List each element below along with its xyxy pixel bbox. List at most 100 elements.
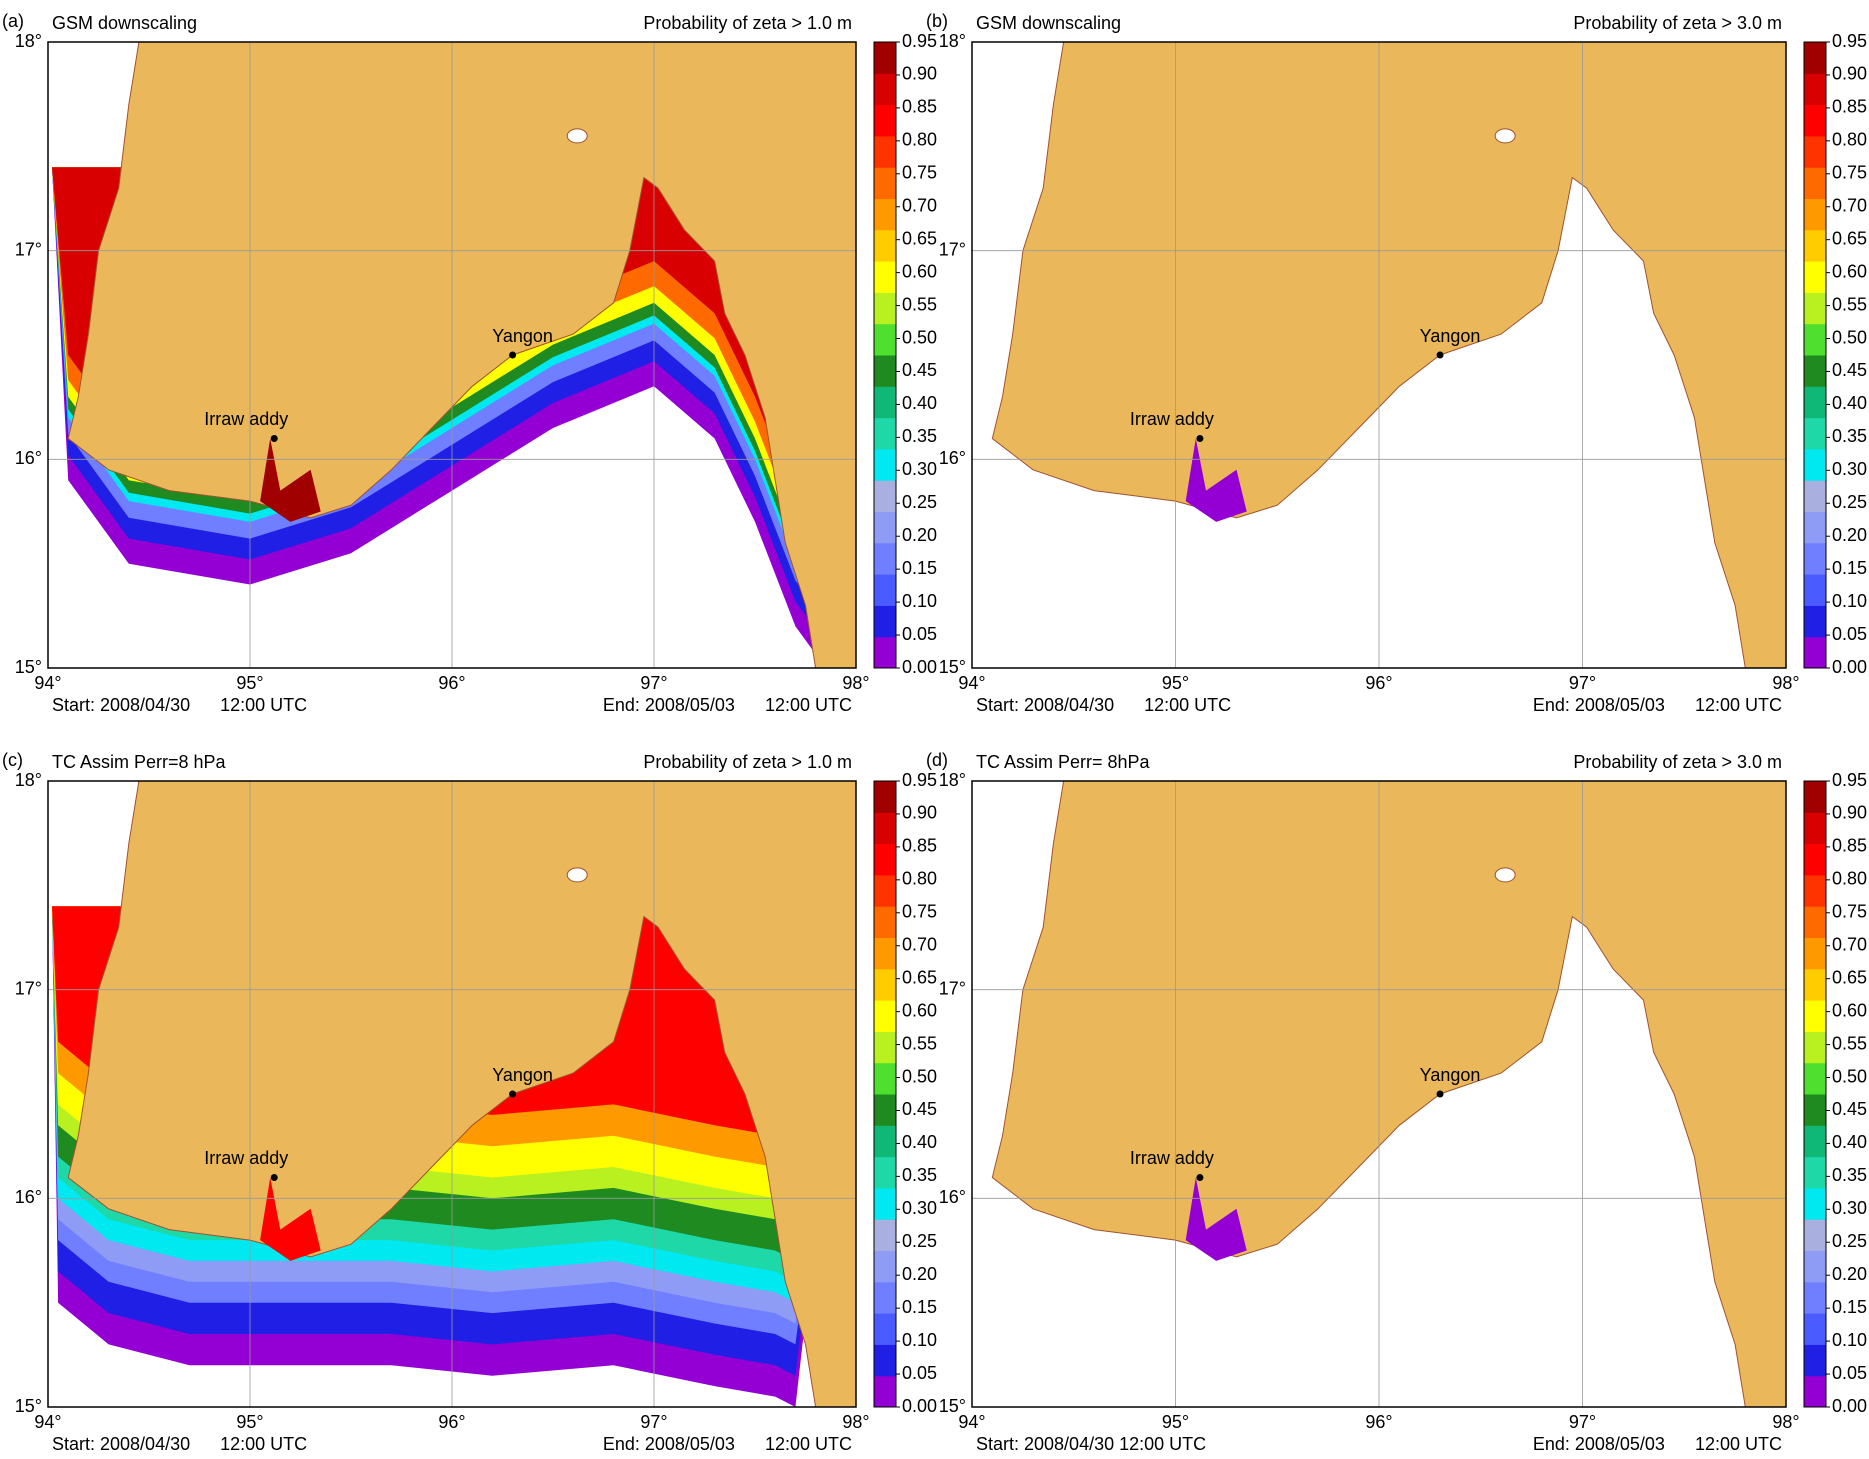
- x-tick-label: 97°: [1569, 673, 1596, 693]
- colorbar-label: 0.25: [1832, 492, 1867, 512]
- colorbar-segment: [874, 1062, 896, 1095]
- colorbar-segment: [874, 1187, 896, 1220]
- x-tick-label: 94°: [958, 1412, 985, 1432]
- land: [991, 41, 1787, 669]
- colorbar-segment: [874, 1000, 896, 1032]
- colorbar-label: 0.90: [1832, 803, 1867, 823]
- city-dot: [1436, 1090, 1444, 1098]
- colorbar-segment: [874, 104, 896, 137]
- colorbar-label: 0.75: [902, 163, 937, 183]
- colorbar-label: 0.50: [902, 1066, 937, 1086]
- colorbar-label: 0.35: [1832, 426, 1867, 446]
- colorbar-label: 0.30: [902, 1198, 937, 1218]
- colorbar-label: 0.05: [1832, 624, 1867, 644]
- colorbar-label: 0.40: [1832, 393, 1867, 413]
- colorbar-label: 0.70: [902, 195, 937, 215]
- colorbar-segment: [874, 1219, 896, 1251]
- x-tick-label: 97°: [1569, 1412, 1596, 1432]
- map-frame: [971, 780, 1787, 1408]
- colorbar-segment: [1804, 968, 1826, 1001]
- colorbar-label: 0.20: [902, 1264, 937, 1284]
- x-tick-label: 94°: [958, 673, 985, 693]
- city-dot: [509, 1090, 517, 1098]
- colorbar-label: 0.00: [1832, 657, 1867, 677]
- y-tick-label: 18°: [15, 31, 42, 51]
- colorbar-label: 0.75: [1832, 163, 1867, 183]
- lake: [566, 128, 588, 144]
- colorbar-label: 0.05: [902, 624, 937, 644]
- colorbar-segment: [874, 1031, 896, 1064]
- colorbar-label: 0.55: [902, 1033, 937, 1053]
- y-tick-label: 15°: [939, 1396, 966, 1416]
- colorbar-label: 0.10: [902, 591, 937, 611]
- colorbar-segment: [874, 511, 896, 544]
- colorbar-label: 0.95: [902, 31, 937, 51]
- colorbar-segment: [1804, 1094, 1826, 1126]
- colorbar-label: 0.45: [1832, 360, 1867, 380]
- x-tick-label: 97°: [640, 673, 667, 693]
- x-tick-label: 96°: [1365, 673, 1392, 693]
- panel-title: GSM downscaling: [52, 13, 197, 33]
- city-dot: [1196, 434, 1204, 442]
- colorbar-label: 0.30: [1832, 459, 1867, 479]
- colorbar-label: 0.30: [902, 459, 937, 479]
- colorbar-segment: [1804, 73, 1826, 106]
- city-dot: [270, 434, 278, 442]
- colorbar-segment: [1804, 937, 1826, 970]
- colorbar-segment: [1804, 1031, 1826, 1064]
- colorbar-segment: [874, 605, 896, 638]
- colorbar-label: 0.55: [1832, 294, 1867, 314]
- colorbar-segment: [1804, 229, 1826, 262]
- colorbar-label: 0.35: [902, 426, 937, 446]
- y-tick-label: 16°: [15, 1187, 42, 1207]
- colorbar-segment: [874, 42, 896, 74]
- colorbar-segment: [874, 906, 896, 938]
- city-dot: [509, 351, 517, 359]
- colorbar-label: 0.50: [1832, 1066, 1867, 1086]
- colorbar-segment: [1804, 1313, 1826, 1345]
- colorbar-segment: [874, 1250, 896, 1283]
- colorbar-segment: [1804, 42, 1826, 74]
- start-time: Start: 2008/04/30 12:00 UTC: [52, 1434, 307, 1454]
- colorbar-label: 0.85: [902, 836, 937, 856]
- x-tick-label: 94°: [34, 673, 61, 693]
- colorbar-segment: [874, 261, 896, 293]
- x-tick-label: 96°: [1365, 1412, 1392, 1432]
- x-tick-label: 95°: [1162, 1412, 1189, 1432]
- colorbar-frame: [1803, 780, 1827, 1408]
- x-tick-label: 98°: [842, 673, 869, 693]
- colorbar-segment: [874, 1156, 896, 1189]
- end-time: End: 2008/05/03 12:00 UTC: [1533, 1434, 1782, 1454]
- y-tick-label: 18°: [939, 770, 966, 790]
- colorbar-segment: [1804, 843, 1826, 876]
- colorbar-segment: [1804, 906, 1826, 938]
- colorbar-label: 0.20: [902, 525, 937, 545]
- colorbar-label: 0.85: [1832, 97, 1867, 117]
- panel-subtitle: Probability of zeta > 3.0 m: [1573, 752, 1782, 772]
- colorbar-segment: [874, 292, 896, 325]
- colorbar-label: 0.20: [1832, 525, 1867, 545]
- colorbar-label: 0.70: [1832, 195, 1867, 215]
- colorbar-label: 0.85: [902, 97, 937, 117]
- colorbar-label: 0.90: [1832, 64, 1867, 84]
- lake: [566, 867, 588, 883]
- lake: [1494, 867, 1516, 883]
- colorbar-label: 0.95: [902, 770, 937, 790]
- colorbar-label: 0.60: [902, 261, 937, 281]
- colorbar-segment: [874, 781, 896, 813]
- colorbar-segment: [1804, 812, 1826, 845]
- colorbar-segment: [874, 417, 896, 450]
- panel-label: (a): [2, 11, 24, 31]
- colorbar-label: 0.00: [902, 657, 937, 677]
- colorbar-label: 0.60: [1832, 1000, 1867, 1020]
- colorbar-segment: [874, 448, 896, 481]
- colorbar-segment: [874, 1344, 896, 1377]
- x-tick-label: 95°: [1162, 673, 1189, 693]
- colorbar-segment: [1804, 104, 1826, 137]
- colorbar-label: 0.05: [1832, 1363, 1867, 1383]
- colorbar-label: 0.90: [902, 64, 937, 84]
- colorbar-label: 0.40: [1832, 1132, 1867, 1152]
- colorbar-segment: [874, 323, 896, 356]
- colorbar-label: 0.65: [902, 967, 937, 987]
